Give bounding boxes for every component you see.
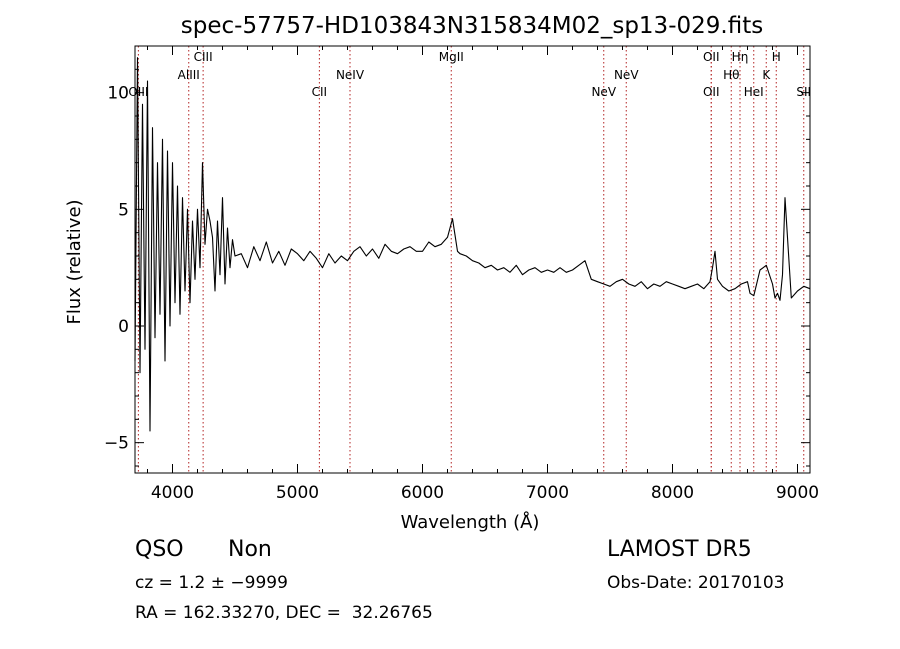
emission-line-label: SII xyxy=(796,85,811,99)
ra-dec-text: RA = 162.33270, DEC = 32.26765 xyxy=(135,603,433,623)
chart-title: spec-57757-HD103843N315834M02_sp13-029.f… xyxy=(181,13,763,39)
emission-line-label: NeV xyxy=(591,85,616,99)
emission-line-label: Hη xyxy=(732,50,749,64)
emission-line-label: NeIV xyxy=(336,68,365,82)
emission-line-label: AlIII xyxy=(178,68,200,82)
object-class: QSO xyxy=(135,537,184,562)
plot-frame xyxy=(134,45,811,474)
y-tick-label: −5 xyxy=(104,434,129,454)
y-tick-label: 0 xyxy=(118,317,129,337)
x-tick-label: 7000 xyxy=(526,483,569,503)
obs-date-text: Obs-Date: 20170103 xyxy=(607,573,785,593)
axis-ticks: 4000 5000 6000 7000 8000 9000 −5 0 5 10 xyxy=(104,45,819,503)
y-tick-label: 5 xyxy=(118,200,129,220)
spectrum-series xyxy=(134,57,811,432)
x-tick-label: 5000 xyxy=(276,483,319,503)
emission-line-label: K xyxy=(762,68,771,82)
emission-line-label: OIII xyxy=(128,85,148,99)
emission-line-label: HeI xyxy=(744,85,764,99)
x-tick-label: 6000 xyxy=(401,483,444,503)
emission-line-label: OII xyxy=(703,85,720,99)
y-tick-label: 10 xyxy=(107,84,129,104)
spectrum-line xyxy=(134,57,811,432)
x-tick-label: 8000 xyxy=(651,483,694,503)
emission-line-label: Hθ xyxy=(723,68,739,82)
emission-lines xyxy=(137,46,805,473)
emission-line-label: H xyxy=(772,50,781,64)
x-tick-label: 4000 xyxy=(151,483,194,503)
x-tick-label: 9000 xyxy=(776,483,819,503)
emission-line-label: MgII xyxy=(439,50,464,64)
emission-line-label: OII xyxy=(703,50,720,64)
x-axis-label: Wavelength (Å) xyxy=(401,511,540,533)
emission-line-label: NeV xyxy=(614,68,639,82)
emission-line-label: CII xyxy=(312,85,327,99)
object-subclass: Non xyxy=(228,537,272,562)
emission-line-label: CIII xyxy=(194,50,213,64)
survey-label: LAMOST DR5 xyxy=(607,537,752,562)
y-axis-label: Flux (relative) xyxy=(64,199,85,324)
redshift-text: cz = 1.2 ± −9999 xyxy=(135,573,288,593)
